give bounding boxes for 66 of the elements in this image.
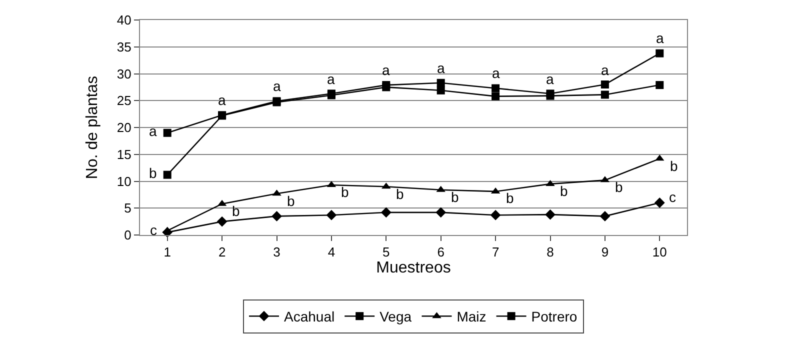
legend-label: Vega [380, 308, 412, 325]
annotation: b [287, 193, 295, 209]
annotation: a [218, 92, 226, 108]
annotation: a [492, 65, 500, 81]
x-tick-label: 3 [273, 244, 280, 260]
point [163, 128, 172, 137]
y-tick-label: 15 [116, 146, 132, 162]
point [272, 210, 282, 222]
y-tick-label: 25 [116, 93, 132, 108]
point [163, 170, 172, 179]
annotation: a [437, 60, 445, 76]
annotation: b [149, 165, 157, 181]
x-tick-label: 2 [218, 244, 226, 260]
annotation: b [506, 190, 514, 206]
x-tick-label: 4 [328, 244, 336, 260]
annotation: b [670, 158, 678, 174]
point [326, 210, 337, 220]
x-tick-label: 8 [546, 244, 554, 260]
x-tick-label: 1 [164, 244, 171, 260]
point [654, 198, 665, 208]
annotation: a [149, 123, 157, 139]
annotation: b [451, 189, 459, 205]
point [492, 84, 500, 92]
point [656, 49, 664, 58]
annotation: a [273, 78, 281, 94]
x-tick-label: 5 [382, 244, 390, 260]
annotation: b [560, 183, 568, 199]
annotation: b [341, 184, 349, 200]
y-axis-title: No. de plantas [84, 76, 101, 180]
point [490, 210, 501, 220]
x-tick-label: 6 [437, 244, 444, 260]
y-tick-label: 35 [116, 39, 132, 54]
point [600, 80, 609, 88]
annotation: b [232, 203, 240, 219]
y-tick-label: 10 [116, 174, 132, 189]
point [436, 78, 445, 87]
point [436, 86, 445, 94]
annotation: b [396, 186, 404, 202]
y-tick-label: 40 [116, 12, 132, 28]
y-tick-label: 20 [116, 120, 132, 136]
x-tick-label: 7 [492, 244, 500, 260]
annotation: a [382, 62, 390, 78]
point [380, 207, 392, 218]
x-axis-title: Muestreos [376, 260, 451, 277]
annotation: a [327, 71, 335, 87]
legend-label: Acahual [284, 308, 335, 325]
annotation: a [601, 62, 609, 78]
y-tick-label: 5 [124, 200, 132, 216]
point [600, 90, 609, 99]
legend-label: Maiz [456, 308, 486, 325]
annotation: c [669, 189, 676, 205]
point [600, 210, 610, 222]
point [492, 92, 500, 100]
point [436, 207, 446, 218]
point [656, 81, 664, 90]
annotation: b [615, 179, 623, 195]
point [216, 216, 228, 227]
legend-label: Potrero [531, 308, 578, 325]
y-tick-label: 30 [116, 66, 132, 82]
annotation: c [150, 222, 157, 238]
point [545, 209, 556, 220]
annotation: a [656, 30, 664, 46]
annotation: a [546, 71, 554, 87]
x-tick-label: 10 [652, 244, 667, 260]
y-tick-label: 0 [124, 228, 132, 243]
x-tick-label: 9 [601, 244, 609, 260]
